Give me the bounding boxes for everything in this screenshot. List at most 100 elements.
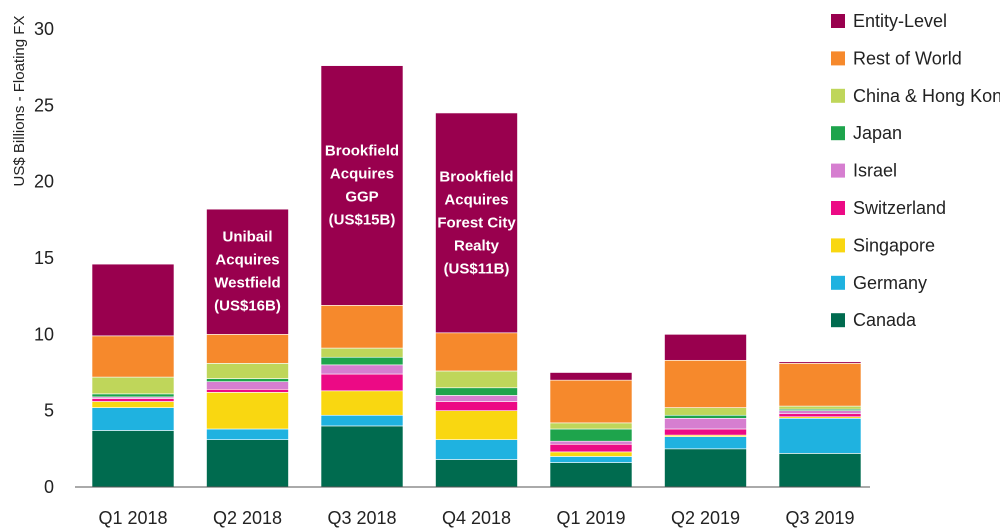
legend-swatch bbox=[831, 275, 845, 290]
bar-segment-rest-of-world bbox=[206, 334, 289, 364]
bar-segment-singapore bbox=[320, 390, 404, 416]
bar-segment-rest-of-world bbox=[549, 379, 633, 424]
legend-swatch bbox=[831, 126, 845, 141]
legend-swatch bbox=[831, 51, 845, 66]
annotation-line: Acquires bbox=[215, 252, 279, 269]
bar-segment-entity-level bbox=[206, 208, 289, 335]
legend-item-china-and-hong-kong: China & Hong Kong bbox=[831, 86, 1000, 106]
y-tick-label: 25 bbox=[34, 95, 54, 115]
y-tick-label: 20 bbox=[34, 172, 54, 192]
bar-segment-japan bbox=[320, 356, 404, 366]
annotation-line: Unibail bbox=[222, 229, 272, 246]
bar-segment-switzerland bbox=[664, 428, 747, 436]
x-tick-label: Q1 2019 bbox=[556, 508, 625, 528]
bar-segment-singapore bbox=[91, 401, 175, 408]
bar-segment-entity-level bbox=[549, 372, 633, 381]
x-axis-tick-labels: Q1 2018 Q2 2018 Q3 2018 Q4 2018 Q1 2019 Q2 20… bbox=[98, 508, 854, 528]
legend-label: Entity-Level bbox=[853, 11, 947, 31]
bar-segment-germany bbox=[664, 436, 747, 450]
legend-label: Japan bbox=[853, 123, 902, 143]
legend-label: Switzerland bbox=[853, 198, 946, 218]
annotations: Unibail Acquires Westfield (US$16B) Brookfie… bbox=[214, 142, 516, 314]
bar-segment-israel bbox=[206, 381, 289, 390]
bar-segment-china-and-hong-kong bbox=[320, 347, 404, 358]
bar-segment-entity-level bbox=[320, 65, 404, 306]
y-axis-title: US$ Billions - Floating FX bbox=[11, 16, 28, 187]
bar-segment-japan bbox=[664, 414, 747, 419]
legend-swatch bbox=[831, 313, 845, 328]
annotation-line: Brookfield bbox=[439, 168, 513, 185]
bar-segment-israel bbox=[549, 440, 633, 445]
legend-swatch bbox=[831, 14, 845, 28]
y-tick-label: 5 bbox=[44, 401, 54, 421]
bar-segment-germany bbox=[778, 417, 862, 454]
legend-label: Canada bbox=[853, 310, 917, 330]
bar-segment-china-and-hong-kong bbox=[664, 407, 747, 416]
annotation-line: Brookfield bbox=[325, 142, 399, 159]
bar-segment-singapore bbox=[549, 451, 633, 457]
bar-segment-germany bbox=[435, 439, 518, 460]
bar-segment-rest-of-world bbox=[778, 363, 862, 407]
bar-segment-singapore bbox=[435, 410, 518, 440]
bars bbox=[91, 65, 862, 488]
bar-segment-rest-of-world bbox=[664, 359, 747, 408]
bar-segment-china-and-hong-kong bbox=[778, 405, 862, 410]
annotation-q2-2018: Unibail Acquires Westfield (US$16B) bbox=[214, 229, 281, 315]
y-axis-ticks: 0 5 10 15 20 25 30 bbox=[34, 19, 54, 497]
bar-segment-entity-level bbox=[91, 263, 175, 337]
annotation-line: Acquires bbox=[444, 191, 508, 208]
annotation-line: GGP bbox=[345, 188, 378, 205]
legend-label: Israel bbox=[853, 161, 897, 181]
bar-segment-germany bbox=[320, 414, 404, 427]
y-axis-title-group: US$ Billions - Floating FX bbox=[11, 16, 28, 187]
legend-item-entity-level: Entity-Level bbox=[831, 11, 947, 31]
bar-segment-china-and-hong-kong bbox=[549, 422, 633, 430]
bar-segment-entity-level bbox=[435, 112, 518, 334]
x-tick-label: Q2 2019 bbox=[671, 508, 740, 528]
legend-item-canada: Canada bbox=[831, 310, 917, 330]
bar-segment-switzerland bbox=[435, 401, 518, 411]
legend-label: Singapore bbox=[853, 235, 935, 255]
annotation-line: (US$16B) bbox=[214, 298, 281, 315]
bar-segment-switzerland bbox=[549, 443, 633, 453]
y-tick-label: 15 bbox=[34, 248, 54, 268]
annotation-line: Forest City bbox=[437, 214, 516, 231]
bar-segment-entity-level bbox=[778, 361, 862, 364]
bar-segment-canada bbox=[91, 430, 175, 488]
bar-segment-israel bbox=[435, 395, 518, 402]
bar-segment-japan bbox=[435, 387, 518, 396]
y-tick-label: 10 bbox=[34, 324, 54, 344]
y-tick-label: 30 bbox=[34, 19, 54, 39]
bar-segment-rest-of-world bbox=[91, 335, 175, 378]
legend-label: Germany bbox=[853, 273, 927, 293]
bar-segment-canada bbox=[778, 453, 862, 488]
legend-swatch bbox=[831, 88, 845, 103]
bar-segment-canada bbox=[206, 439, 289, 488]
bar-segment-japan bbox=[549, 428, 633, 442]
bar-segment-israel bbox=[664, 417, 747, 430]
bar-segment-switzerland bbox=[320, 373, 404, 392]
bar-segment-germany bbox=[206, 428, 289, 440]
bar-segment-china-and-hong-kong bbox=[91, 376, 175, 395]
bar-segment-canada bbox=[664, 448, 747, 488]
annotation-line: Realty bbox=[454, 237, 500, 254]
bar-segment-germany bbox=[91, 407, 175, 431]
bar-segment-rest-of-world bbox=[435, 332, 518, 372]
bar-segment-china-and-hong-kong bbox=[206, 363, 289, 379]
legend-item-germany: Germany bbox=[831, 273, 927, 293]
bar-segment-switzerland bbox=[778, 413, 862, 418]
legend-item-japan: Japan bbox=[831, 123, 902, 143]
bar-segment-canada bbox=[549, 462, 633, 488]
bar-segment-china-and-hong-kong bbox=[435, 370, 518, 389]
annotation-line: Acquires bbox=[330, 165, 394, 182]
x-tick-label: Q2 2018 bbox=[213, 508, 282, 528]
annotation-q3-2018: Brookfield Acquires GGP (US$15B) bbox=[325, 142, 399, 228]
x-tick-label: Q4 2018 bbox=[442, 508, 511, 528]
bar-segment-entity-level bbox=[664, 334, 747, 361]
legend-swatch bbox=[831, 163, 845, 178]
bar-segment-switzerland bbox=[91, 398, 175, 402]
bar-segment-singapore bbox=[206, 392, 289, 430]
annotation-q4-2018: Brookfield Acquires Forest City Realty (US$1… bbox=[437, 168, 516, 277]
